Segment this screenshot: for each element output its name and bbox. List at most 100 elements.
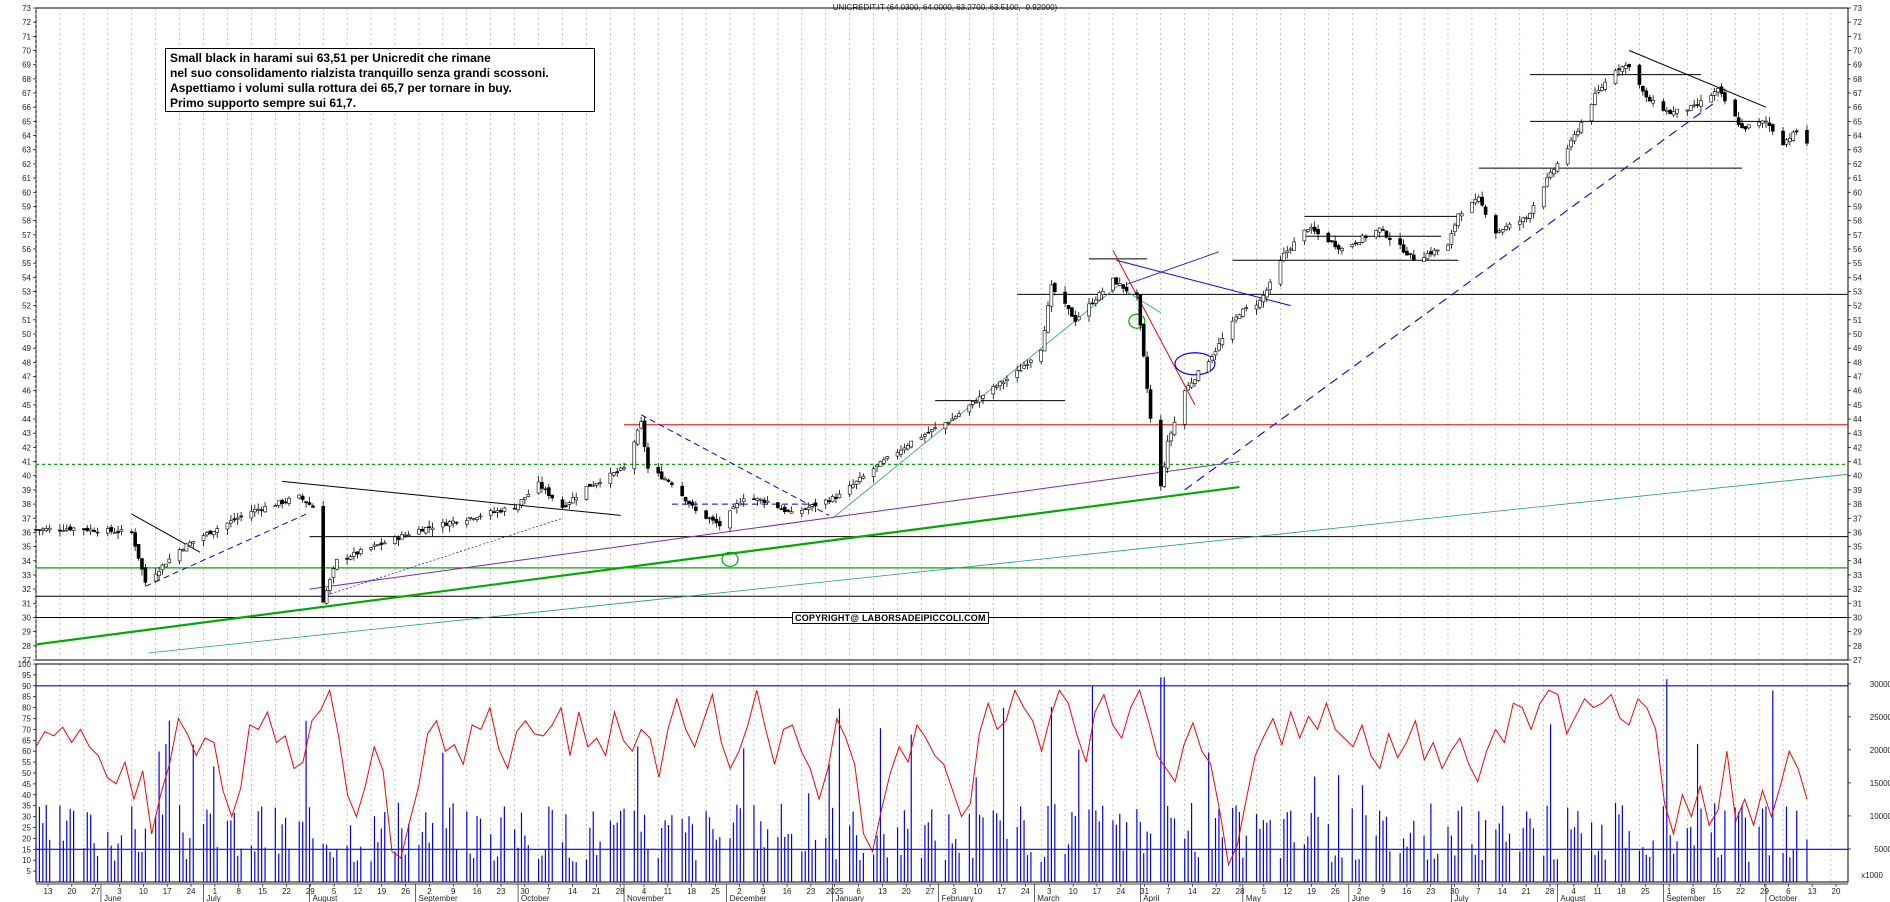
price-tick-label: 41 bbox=[22, 458, 31, 467]
candle-body bbox=[235, 517, 240, 520]
price-tick-label: 46 bbox=[1853, 387, 1862, 396]
candle-body bbox=[71, 527, 76, 531]
candle-body bbox=[1476, 196, 1481, 202]
candle-body bbox=[567, 502, 572, 505]
price-tick-label: 62 bbox=[1853, 160, 1862, 169]
candle-body bbox=[348, 556, 353, 560]
date-tick-label: 13 bbox=[44, 887, 53, 896]
candle-body bbox=[167, 558, 172, 564]
candle-body bbox=[1459, 213, 1464, 217]
date-tick-label: 18 bbox=[1617, 887, 1626, 896]
month-label: November bbox=[627, 894, 664, 902]
candle-body bbox=[847, 485, 852, 495]
candle-body bbox=[1015, 370, 1020, 378]
candle-body bbox=[304, 501, 308, 504]
candle-body bbox=[642, 420, 647, 448]
price-tick-label: 35 bbox=[22, 543, 31, 552]
candle-body bbox=[1425, 253, 1430, 260]
candle-body bbox=[1374, 230, 1378, 238]
candle-body bbox=[1087, 303, 1091, 317]
date-tick-label: 27 bbox=[91, 887, 100, 896]
candle-body bbox=[1524, 217, 1529, 220]
price-tick-label: 58 bbox=[22, 217, 31, 226]
volume-units-label: x1000 bbox=[1861, 871, 1883, 880]
price-tick-label: 45 bbox=[1853, 401, 1862, 410]
price-tick-label: 66 bbox=[22, 103, 31, 112]
date-tick-label: 17 bbox=[1093, 887, 1102, 896]
date-tick-label: 19 bbox=[1307, 887, 1316, 896]
candle-body bbox=[1456, 213, 1461, 227]
price-tick-label: 47 bbox=[1853, 373, 1862, 382]
candle-body bbox=[564, 505, 568, 507]
candle-body bbox=[1264, 289, 1269, 298]
candle-body bbox=[1288, 248, 1293, 251]
candle-body bbox=[1306, 229, 1310, 232]
date-tick-label: 16 bbox=[1402, 887, 1411, 896]
date-tick-label: 17 bbox=[997, 887, 1006, 896]
candle-body bbox=[47, 527, 52, 531]
candle-body bbox=[885, 456, 890, 460]
candle-body bbox=[1220, 338, 1225, 346]
candle-body bbox=[1665, 109, 1669, 112]
candle-body bbox=[205, 532, 209, 536]
candle-body bbox=[1760, 120, 1765, 124]
candle-body bbox=[239, 515, 243, 518]
candle-body bbox=[782, 506, 787, 513]
blue-dashed-trendline bbox=[640, 414, 830, 516]
date-tick-label: 16 bbox=[473, 887, 482, 896]
price-tick-label: 43 bbox=[1853, 429, 1862, 438]
candle-body bbox=[1497, 230, 1502, 233]
candle-body bbox=[1217, 343, 1221, 351]
candle-body bbox=[875, 464, 879, 468]
candle-body bbox=[475, 517, 479, 520]
candle-body bbox=[300, 495, 305, 500]
candle-body bbox=[259, 509, 264, 511]
price-tick-label: 66 bbox=[1853, 103, 1862, 112]
candle-body bbox=[249, 511, 254, 519]
candle-body bbox=[1688, 105, 1693, 112]
candle-body bbox=[789, 511, 794, 514]
candle-body bbox=[307, 502, 312, 505]
candle-body bbox=[495, 510, 500, 513]
candle-body bbox=[1377, 227, 1382, 233]
candle-body bbox=[830, 496, 835, 502]
candle-body bbox=[810, 504, 814, 507]
candle-body bbox=[1302, 229, 1307, 242]
date-tick-label: 8 bbox=[1691, 887, 1696, 896]
volume-tick-label: 30000 bbox=[1870, 680, 1890, 689]
candle-body bbox=[570, 497, 575, 504]
date-tick-label: 3 bbox=[1047, 887, 1052, 896]
candle-body bbox=[1528, 213, 1532, 219]
date-tick-label: 19 bbox=[377, 887, 386, 896]
candle-body bbox=[1565, 148, 1570, 165]
date-tick-label: 22 bbox=[1736, 887, 1745, 896]
candle-body bbox=[834, 496, 838, 499]
candle-body bbox=[909, 440, 914, 448]
month-label: September bbox=[1666, 894, 1705, 902]
candle-body bbox=[1736, 117, 1741, 125]
price-tick-label: 54 bbox=[22, 273, 31, 282]
candle-body bbox=[136, 544, 141, 559]
candle-body bbox=[950, 418, 955, 421]
candle-body bbox=[1210, 356, 1214, 361]
candle-body bbox=[758, 498, 763, 501]
candle-body bbox=[1504, 226, 1508, 230]
date-tick-label: 1 bbox=[1667, 887, 1672, 896]
rsi-tick-label: 90 bbox=[22, 682, 31, 691]
rsi-tick-label: 5 bbox=[27, 867, 32, 876]
candle-body bbox=[492, 511, 496, 514]
candle-body bbox=[1213, 351, 1218, 356]
candle-body bbox=[1114, 277, 1119, 285]
candle-body bbox=[488, 510, 493, 516]
price-tick-label: 36 bbox=[22, 528, 31, 537]
month-label: June bbox=[1352, 894, 1370, 902]
volume-tick-label: 20000 bbox=[1870, 746, 1890, 755]
candle-body bbox=[61, 530, 66, 532]
green-ellipse-marker bbox=[1128, 313, 1146, 329]
date-tick-label: 28 bbox=[616, 887, 625, 896]
candle-body bbox=[1388, 237, 1392, 240]
month-label: October bbox=[521, 894, 550, 902]
price-tick-label: 73 bbox=[1853, 4, 1862, 13]
candle-body bbox=[1117, 283, 1122, 286]
candle-body bbox=[1764, 120, 1768, 123]
